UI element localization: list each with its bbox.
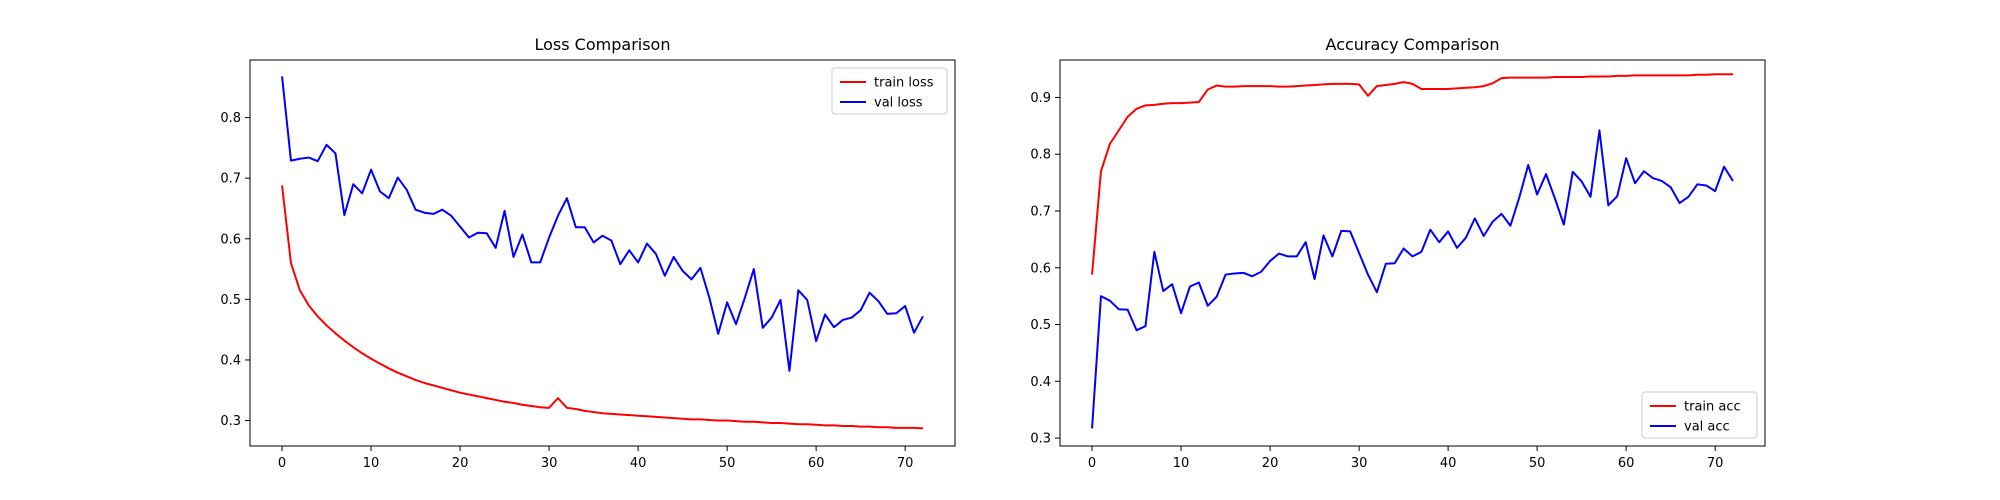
x-tick-label: 30: [1351, 456, 1368, 471]
x-tick-label: 20: [1262, 456, 1279, 471]
y-tick-label: 0.6: [220, 232, 241, 247]
y-tick-label: 0.5: [1030, 318, 1051, 333]
plot-frame: [249, 59, 956, 447]
accuracy-chart: Accuracy Comparison 0 10 20 30 40 50 60 70 0.3 0.4…: [1030, 35, 1766, 471]
x-tick-label: 70: [1707, 456, 1724, 471]
x-tick-label: 50: [719, 456, 736, 471]
y-tick-label: 0.7: [220, 172, 241, 187]
x-tick-label: 10: [363, 456, 380, 471]
legend-label: train acc: [1684, 400, 1741, 415]
x-tick-label: 40: [1440, 456, 1457, 471]
x-tick-label: 10: [1173, 456, 1190, 471]
y-tick-label: 0.4: [1030, 375, 1051, 390]
y-tick-label: 0.3: [1030, 432, 1051, 447]
x-tick-label: 40: [630, 456, 647, 471]
loss-chart: Loss Comparison 0 10 20 30 40 50 60 70 0.3 0.4 0.5 0…: [220, 35, 956, 471]
plot-frame: [1059, 59, 1766, 447]
y-tick-label: 0.5: [220, 293, 241, 308]
legend-label: val acc: [1684, 420, 1730, 435]
x-tick-label: 50: [1529, 456, 1546, 471]
chart-title: Accuracy Comparison: [1326, 35, 1500, 54]
y-tick-label: 0.8: [220, 111, 241, 126]
x-tick-label: 30: [541, 456, 558, 471]
y-tick-label: 0.7: [1030, 204, 1051, 219]
x-tick-label: 0: [278, 456, 286, 471]
acc-series-line-val-acc: [1091, 129, 1734, 429]
x-tick-label: 60: [808, 456, 825, 471]
y-tick-label: 0.4: [220, 353, 241, 368]
loss-series-line-train-loss: [281, 185, 924, 430]
legend-label: val loss: [874, 96, 923, 111]
x-tick-label: 70: [897, 456, 914, 471]
y-tick-label: 0.8: [1030, 148, 1051, 163]
x-tick-label: 20: [452, 456, 469, 471]
y-tick-label: 0.6: [1030, 261, 1051, 276]
legend-label: train loss: [874, 76, 934, 91]
y-tick-label: 0.9: [1030, 91, 1051, 106]
legend: train loss val loss: [831, 67, 948, 115]
loss-series-line-val-loss: [281, 76, 924, 372]
chart-title: Loss Comparison: [535, 35, 671, 54]
y-tick-label: 0.3: [220, 414, 241, 429]
x-tick-label: 60: [1618, 456, 1635, 471]
x-tick-label: 0: [1088, 456, 1096, 471]
acc-series-line-train-acc: [1091, 73, 1733, 275]
legend: train acc val acc: [1641, 391, 1758, 439]
